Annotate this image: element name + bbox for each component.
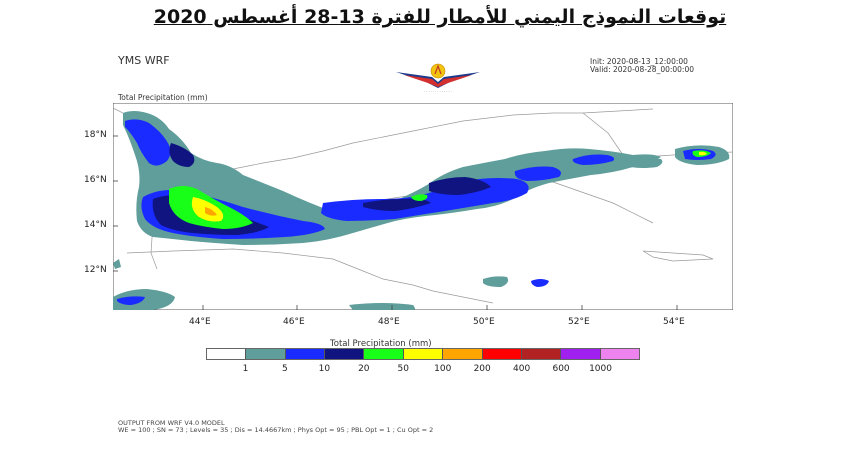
- lat-label-18n: 18°N: [84, 130, 107, 140]
- colorbar-swatch: [403, 349, 444, 359]
- colorbar-label: 5: [282, 364, 288, 374]
- page-heading: توقعات النموذج اليمني للأمطار للفترة 13-…: [153, 6, 727, 28]
- colorbar-swatch: [482, 349, 522, 359]
- colorbar-label: 1000: [589, 364, 612, 374]
- lon-label-46e: 46°E: [283, 317, 305, 327]
- colorbar-label: 400: [513, 364, 531, 374]
- colorbar-label: 10: [318, 364, 331, 374]
- colorbar-label: 100: [434, 364, 452, 374]
- lon-label-44e: 44°E: [189, 317, 211, 327]
- colorbar-label: 600: [552, 364, 570, 374]
- valid-time: Valid: 2020-08-28_00:00:00: [590, 65, 695, 74]
- lat-label-12n: 12°N: [84, 265, 107, 275]
- colorbar-swatch: [600, 349, 639, 359]
- colorbar-swatch: [285, 349, 326, 359]
- axis-ticks: [113, 135, 678, 310]
- lon-label-48e: 48°E: [378, 317, 400, 327]
- model-label: YMS WRF: [118, 54, 170, 67]
- agency-logo: · · · · · · · · · · · · ·: [396, 63, 480, 94]
- init-time: Init: 2020-08-13_12:00:00: [590, 57, 688, 66]
- colorbar-label: 1: [242, 364, 249, 374]
- lon-label-54e: 54°E: [663, 317, 685, 327]
- colorbar-swatch: [521, 349, 562, 359]
- lat-label-14n: 14°N: [84, 220, 107, 230]
- lat-label-16n: 16°N: [84, 175, 107, 185]
- colorbar-swatch: [561, 349, 601, 359]
- colorbar: [206, 348, 640, 360]
- colorbar-label: 50: [397, 364, 409, 374]
- colorbar-label: 20: [358, 364, 370, 374]
- precipitation-map: [113, 103, 733, 310]
- variable-label: Total Precipitation (mm): [118, 93, 208, 102]
- colorbar-label: 200: [473, 364, 491, 374]
- colorbar-swatch: [325, 349, 365, 359]
- colorbar-swatch: [364, 349, 404, 359]
- colorbar-swatch: [207, 349, 247, 359]
- model-footer: OUTPUT FROM WRF V4.0 MODEL WE = 100 ; SN…: [118, 420, 433, 434]
- lon-label-50e: 50°E: [473, 317, 495, 327]
- colorbar-labels: 1 5 10 20 50 100 200 400 600 1000: [206, 364, 640, 376]
- colorbar-title: Total Precipitation (mm): [330, 339, 432, 349]
- footer-line-1: OUTPUT FROM WRF V4.0 MODEL: [118, 419, 225, 427]
- colorbar-swatch: [246, 349, 286, 359]
- svg-text:· · · · · · · · · · · · ·: · · · · · · · · · · · · ·: [424, 90, 452, 94]
- colorbar-swatch: [443, 349, 483, 359]
- footer-line-2: WE = 100 ; SN = 73 ; Levels = 35 ; Dis =…: [118, 426, 434, 434]
- precip-fields: [113, 111, 730, 310]
- run-info: Init: 2020-08-13_12:00:00 Valid: 2020-08…: [590, 58, 694, 74]
- lon-label-52e: 52°E: [568, 317, 590, 327]
